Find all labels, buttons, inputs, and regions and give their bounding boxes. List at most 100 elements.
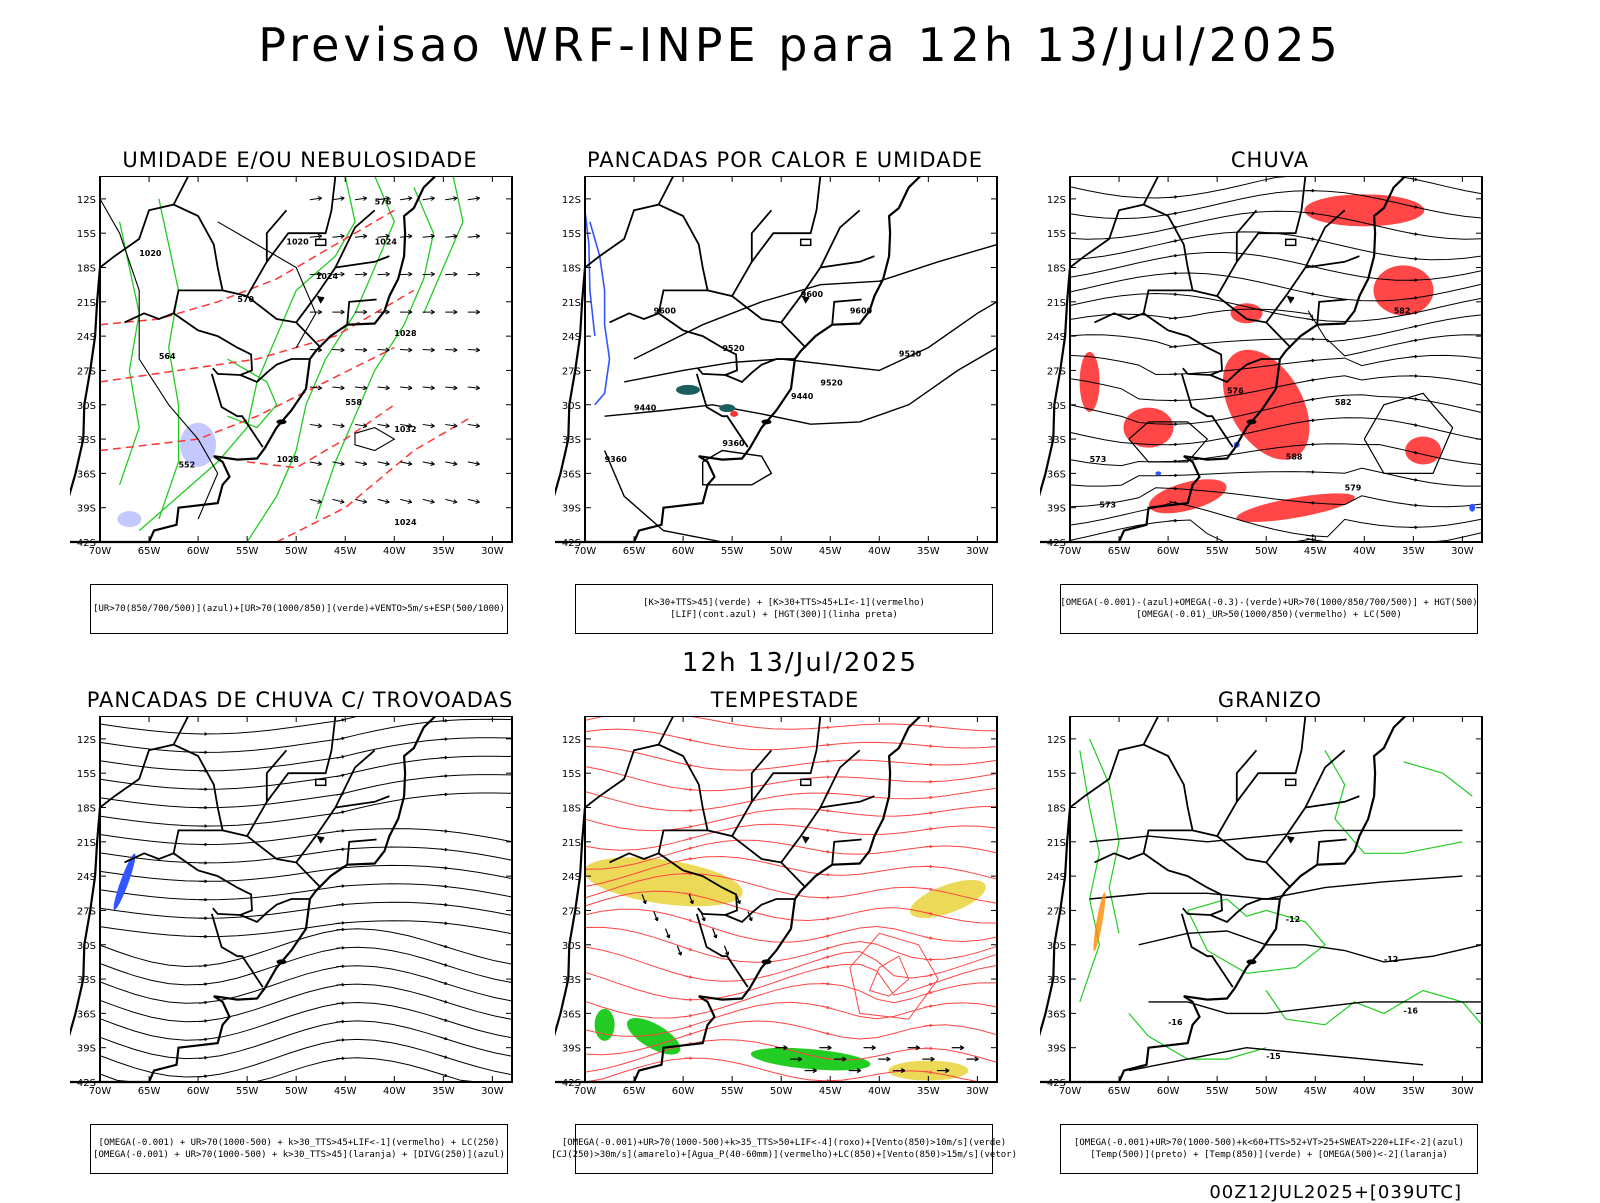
contour-label: 552 bbox=[178, 461, 195, 470]
contour-label: 1020 bbox=[286, 238, 309, 247]
lat-tick-label: 12S bbox=[562, 195, 581, 206]
lat-tick-label: 33S bbox=[562, 975, 581, 986]
contour-label: 582 bbox=[1335, 398, 1352, 407]
lon-tick-label: 65W bbox=[623, 546, 646, 557]
lat-tick-label: 33S bbox=[1047, 435, 1066, 446]
lon-tick-label: 35W bbox=[432, 546, 455, 557]
lon-tick-label: 35W bbox=[1402, 546, 1425, 557]
legend-line: [UR>70(850/700/500)](azul)+[UR>70(1000/8… bbox=[93, 603, 505, 615]
contour-label: -16 bbox=[1404, 1006, 1419, 1015]
panel-title: PANCADAS POR CALOR E UMIDADE bbox=[555, 148, 1015, 172]
legend-caption: [OMEGA(-0.001)+UR>70(1000-500)+k>35_TTS>… bbox=[575, 1124, 993, 1174]
lon-tick-label: 55W bbox=[236, 546, 259, 557]
contour-label: 9360 bbox=[605, 455, 628, 464]
lat-tick-label: 24S bbox=[1047, 872, 1066, 883]
contour-label: 573 bbox=[1090, 455, 1107, 464]
lat-tick-label: 18S bbox=[77, 804, 96, 815]
lat-tick-label: 27S bbox=[562, 366, 581, 377]
lon-tick-label: 55W bbox=[1206, 546, 1229, 557]
contour-lines bbox=[100, 210, 473, 542]
lon-tick-label: 70W bbox=[89, 1086, 112, 1097]
lat-tick-label: 18S bbox=[1047, 264, 1066, 275]
lon-tick-label: 35W bbox=[917, 1086, 940, 1097]
lat-tick-label: 24S bbox=[562, 332, 581, 343]
contour-lines bbox=[1090, 830, 1482, 1070]
contour-label: -15 bbox=[1266, 1052, 1281, 1061]
legend-caption: [OMEGA(-0.001) + UR>70(1000-500) + k>30_… bbox=[90, 1124, 508, 1174]
lon-tick-label: 55W bbox=[721, 1086, 744, 1097]
lat-tick-label: 33S bbox=[562, 435, 581, 446]
lat-tick-label: 12S bbox=[77, 195, 96, 206]
legend-line: [LIF](cont.azul) + [HGT(300)](linha pret… bbox=[670, 609, 898, 621]
lon-tick-label: 30W bbox=[966, 1086, 989, 1097]
lat-tick-label: 30S bbox=[562, 401, 581, 412]
lon-tick-label: 40W bbox=[868, 1086, 891, 1097]
contour-label: 1028 bbox=[277, 455, 300, 464]
lon-tick-label: 50W bbox=[285, 546, 308, 557]
contour-labels: -12-12-16-16-15 bbox=[1168, 915, 1418, 1061]
lon-tick-label: 70W bbox=[89, 546, 112, 557]
lat-tick-label: 27S bbox=[1047, 906, 1066, 917]
panel-title: PANCADAS DE CHUVA C/ TROVOADAS bbox=[70, 688, 530, 712]
lat-tick-label: 36S bbox=[77, 1009, 96, 1020]
lat-tick-label: 30S bbox=[77, 941, 96, 952]
lon-tick-label: 45W bbox=[334, 546, 357, 557]
lon-tick-label: 45W bbox=[334, 1086, 357, 1097]
contour-lines bbox=[100, 199, 394, 519]
lat-tick-label: 15S bbox=[562, 769, 581, 780]
lon-tick-label: 65W bbox=[1108, 1086, 1131, 1097]
contour-label: 564 bbox=[159, 352, 176, 361]
map-heat-convection: 9600960096009520952094409440936093609520… bbox=[555, 176, 1035, 576]
lat-tick-label: 39S bbox=[77, 504, 96, 515]
legend-line: [OMEGA(-0.001)-(azul)+OMEGA(-0.3)-(verde… bbox=[1060, 597, 1477, 609]
lat-tick-label: 24S bbox=[77, 332, 96, 343]
lon-tick-label: 50W bbox=[770, 1086, 793, 1097]
contour-label: 1020 bbox=[139, 249, 162, 258]
lon-tick-label: 70W bbox=[574, 1086, 597, 1097]
contour-label: 558 bbox=[345, 398, 362, 407]
lat-tick-label: 33S bbox=[77, 435, 96, 446]
lon-tick-label: 55W bbox=[1206, 1086, 1229, 1097]
lon-tick-label: 55W bbox=[236, 1086, 259, 1097]
lat-tick-label: 36S bbox=[1047, 469, 1066, 480]
lon-tick-label: 45W bbox=[819, 1086, 842, 1097]
shaded-areas bbox=[581, 849, 990, 1081]
lon-tick-label: 30W bbox=[481, 1086, 504, 1097]
lat-tick-label: 12S bbox=[1047, 195, 1066, 206]
lat-tick-label: 18S bbox=[77, 264, 96, 275]
legend-line: [K>30+TTS>45](verde) + [K>30+TTS>45+LI<-… bbox=[643, 597, 925, 609]
contour-label: 1024 bbox=[394, 518, 417, 527]
legend-line: [Temp(500)](preto) + [Temp(850)](verde) … bbox=[1090, 1149, 1448, 1161]
panel-title: GRANIZO bbox=[1040, 688, 1500, 712]
lat-tick-label: 36S bbox=[77, 469, 96, 480]
lat-tick-label: 15S bbox=[1047, 769, 1066, 780]
contour-label: 9520 bbox=[820, 378, 843, 387]
lon-tick-label: 35W bbox=[1402, 1086, 1425, 1097]
lon-tick-label: 30W bbox=[481, 546, 504, 557]
shaded-areas bbox=[730, 411, 738, 417]
lon-tick-label: 35W bbox=[432, 1086, 455, 1097]
lat-tick-label: 27S bbox=[1047, 366, 1066, 377]
lat-tick-label: 15S bbox=[77, 769, 96, 780]
lat-tick-label: 33S bbox=[77, 975, 96, 986]
lat-tick-label: 39S bbox=[1047, 1044, 1066, 1055]
contour-label: -16 bbox=[1168, 1018, 1183, 1027]
lat-tick-label: 21S bbox=[562, 298, 581, 309]
lon-tick-label: 30W bbox=[966, 546, 989, 557]
lon-tick-label: 60W bbox=[1157, 546, 1180, 557]
contour-label: 9360 bbox=[722, 439, 745, 448]
lon-tick-label: 45W bbox=[1304, 546, 1327, 557]
legend-caption: [UR>70(850/700/500)](azul)+[UR>70(1000/8… bbox=[90, 584, 508, 634]
shaded-areas bbox=[595, 1009, 872, 1075]
lat-tick-label: 39S bbox=[1047, 504, 1066, 515]
lat-tick-label: 33S bbox=[1047, 975, 1066, 986]
lat-tick-label: 18S bbox=[1047, 804, 1066, 815]
lat-tick-label: 27S bbox=[77, 366, 96, 377]
shaded-areas bbox=[111, 852, 139, 911]
lon-tick-label: 60W bbox=[1157, 1086, 1180, 1097]
lat-tick-label: 30S bbox=[1047, 401, 1066, 412]
contour-label: -12 bbox=[1286, 915, 1300, 924]
lat-tick-label: 27S bbox=[77, 906, 96, 917]
